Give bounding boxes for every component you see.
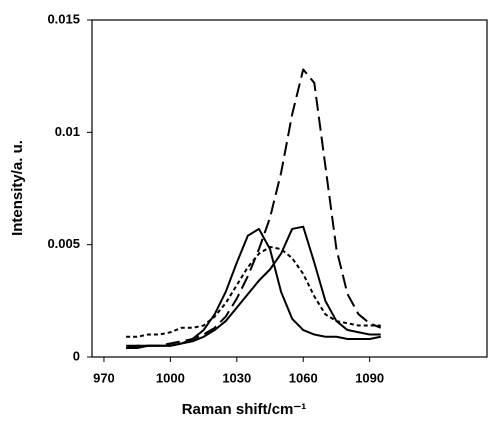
y-axis-label: Intensity/a. u. <box>9 140 26 236</box>
y-tick-label: 0.005 <box>47 236 80 251</box>
x-tick-label: 1060 <box>289 370 318 385</box>
x-tick-label: 970 <box>93 370 115 385</box>
plot-frame <box>91 19 488 358</box>
x-tick-label: 1030 <box>222 370 251 385</box>
line-series <box>126 245 381 338</box>
x-tick-label: 1000 <box>156 370 185 385</box>
line-series <box>126 68 382 347</box>
line-series <box>126 225 381 350</box>
x-tick-label: 1090 <box>355 370 384 385</box>
y-tick-label: 0.01 <box>55 124 80 139</box>
x-axis-label: Raman shift/cm⁻¹ <box>182 401 307 418</box>
line-series <box>125 227 381 349</box>
y-tick-label: 0.015 <box>47 11 80 26</box>
y-tick-label: 0 <box>73 348 80 363</box>
